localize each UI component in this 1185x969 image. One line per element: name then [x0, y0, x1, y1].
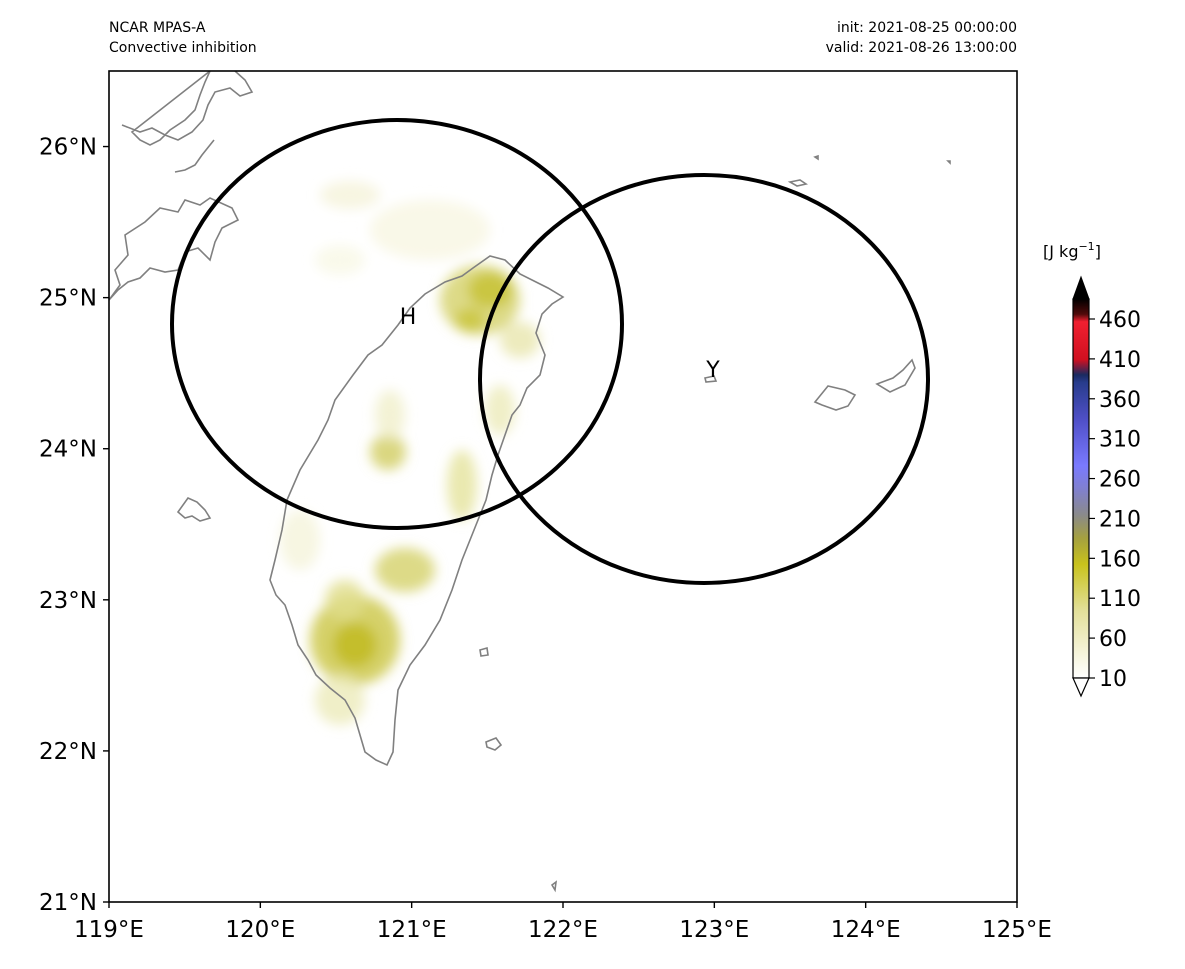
colorbar-tick-label: 310: [1099, 428, 1141, 453]
colorbar: 10 60 110 160 210 260 310 360 410 460 [J kg−1]: [1043, 240, 1141, 698]
lat-tick-label: 24°N: [39, 437, 97, 463]
colorbar-tick-label: 10: [1099, 667, 1127, 692]
unit-suffix: ]: [1095, 242, 1101, 261]
colorbar-tick-label: 460: [1099, 308, 1141, 333]
iriomote-coastline: [813, 385, 857, 411]
lon-tick-label: 121°E: [377, 917, 447, 943]
cin-blob: [468, 272, 512, 308]
colorbar-extend-max: [1072, 275, 1090, 300]
lon-tick-label: 125°E: [982, 917, 1052, 943]
senkaku-islet: [787, 179, 809, 187]
map-frame: [108, 70, 1018, 903]
lat-tick-label: 23°N: [39, 588, 97, 614]
colorbar-tick-label: 360: [1099, 388, 1141, 413]
china-islet: [174, 139, 215, 173]
lat-tick-label: 25°N: [39, 286, 97, 312]
unit-prefix: [J kg: [1043, 242, 1078, 261]
cin-blob: [370, 434, 406, 470]
lat-tick-label: 22°N: [39, 739, 97, 765]
colorbar-tick-label: 410: [1099, 348, 1141, 373]
cin-blob: [315, 245, 365, 275]
cin-blob: [280, 510, 320, 570]
lat-tick-label: 26°N: [39, 135, 97, 161]
model-name: NCAR MPAS-A: [109, 20, 206, 36]
lat-tick-label: 21°N: [39, 890, 97, 916]
yonaguni-coastline: [704, 375, 718, 383]
header-right: init: 2021-08-25 00:00:00 valid: 2021-08…: [826, 18, 1017, 58]
lon-tick-label: 120°E: [225, 917, 295, 943]
cin-blob: [375, 390, 405, 440]
islet-a: [813, 154, 819, 161]
cin-blob: [485, 385, 515, 435]
islet-b: [946, 160, 951, 165]
valid-time: valid: 2021-08-26 13:00:00: [825, 40, 1017, 56]
colorbar-tick-label: 60: [1099, 627, 1127, 652]
lon-tick-label: 119°E: [74, 917, 144, 943]
lon-axis: 119°E 120°E 121°E 122°E 123°E 124°E 125°E: [74, 902, 1052, 943]
colorbar-tick-label: 160: [1099, 547, 1141, 572]
lanyu-coastline: [485, 737, 503, 751]
colorbar-tick-label: 110: [1099, 587, 1141, 612]
cin-blob: [333, 623, 377, 667]
colorbar-tick-label: 210: [1099, 507, 1141, 532]
cin-blob: [375, 548, 435, 592]
lat-axis: 21°N 22°N 23°N 24°N 25°N 26°N: [39, 135, 109, 916]
china-coastline: [109, 197, 240, 301]
cin-blob: [447, 450, 477, 520]
unit-exponent: −1: [1078, 240, 1094, 253]
china-coastline-north: [121, 71, 254, 146]
cin-blob: [500, 322, 540, 358]
marker-labels: H Y: [400, 305, 721, 383]
colorbar-body: [1072, 298, 1090, 679]
range-circle-h: [170, 118, 624, 530]
islet-c: [550, 880, 558, 893]
green-island-coastline: [479, 646, 489, 657]
marker-h-label: H: [400, 305, 417, 330]
cin-blob: [370, 200, 490, 260]
cin-blob: [325, 580, 365, 620]
coastlines: [109, 71, 951, 893]
colorbar-ticks: 10 60 110 160 210 260 310 360 410 460: [1089, 308, 1141, 692]
range-circle-y: [478, 173, 930, 585]
colorbar-unit: [J kg−1]: [1043, 240, 1101, 261]
cin-blob: [455, 308, 485, 332]
ishigaki-coastline: [875, 358, 916, 393]
marker-y-label: Y: [705, 358, 720, 383]
init-time: init: 2021-08-25 00:00:00: [837, 20, 1017, 36]
lon-tick-label: 123°E: [679, 917, 749, 943]
cin-shading: [280, 181, 540, 725]
header-left: NCAR MPAS-A Convective inhibition: [109, 18, 257, 58]
colorbar-extend-min: [1072, 677, 1090, 698]
penghu-coastline: [176, 497, 212, 522]
variable-name: Convective inhibition: [109, 40, 257, 56]
range-circles: [170, 118, 930, 585]
colorbar-tick-label: 260: [1099, 468, 1141, 493]
lon-tick-label: 122°E: [528, 917, 598, 943]
cin-blob: [320, 181, 380, 209]
cin-blob: [315, 675, 365, 725]
lon-tick-label: 124°E: [831, 917, 901, 943]
taiwan-coastline: [269, 255, 565, 767]
